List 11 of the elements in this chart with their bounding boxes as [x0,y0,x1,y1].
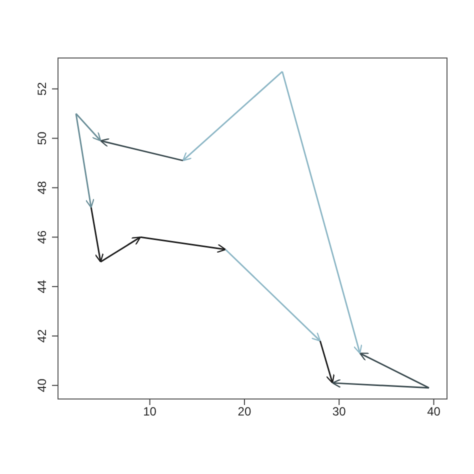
y-tick-label: 42 [35,328,49,343]
y-tick-label: 46 [35,230,49,244]
x-tick-label: 10 [143,404,157,419]
y-tick-label: 44 [35,280,49,294]
x-tick-label: 20 [238,404,252,419]
y-tick-label: 40 [35,378,49,392]
y-tick-label: 52 [35,82,49,96]
y-tick-label: 48 [35,180,49,194]
x-tick-label: 40 [427,404,441,419]
x-tick-label: 30 [332,404,346,419]
y-tick-label: 50 [35,131,49,145]
